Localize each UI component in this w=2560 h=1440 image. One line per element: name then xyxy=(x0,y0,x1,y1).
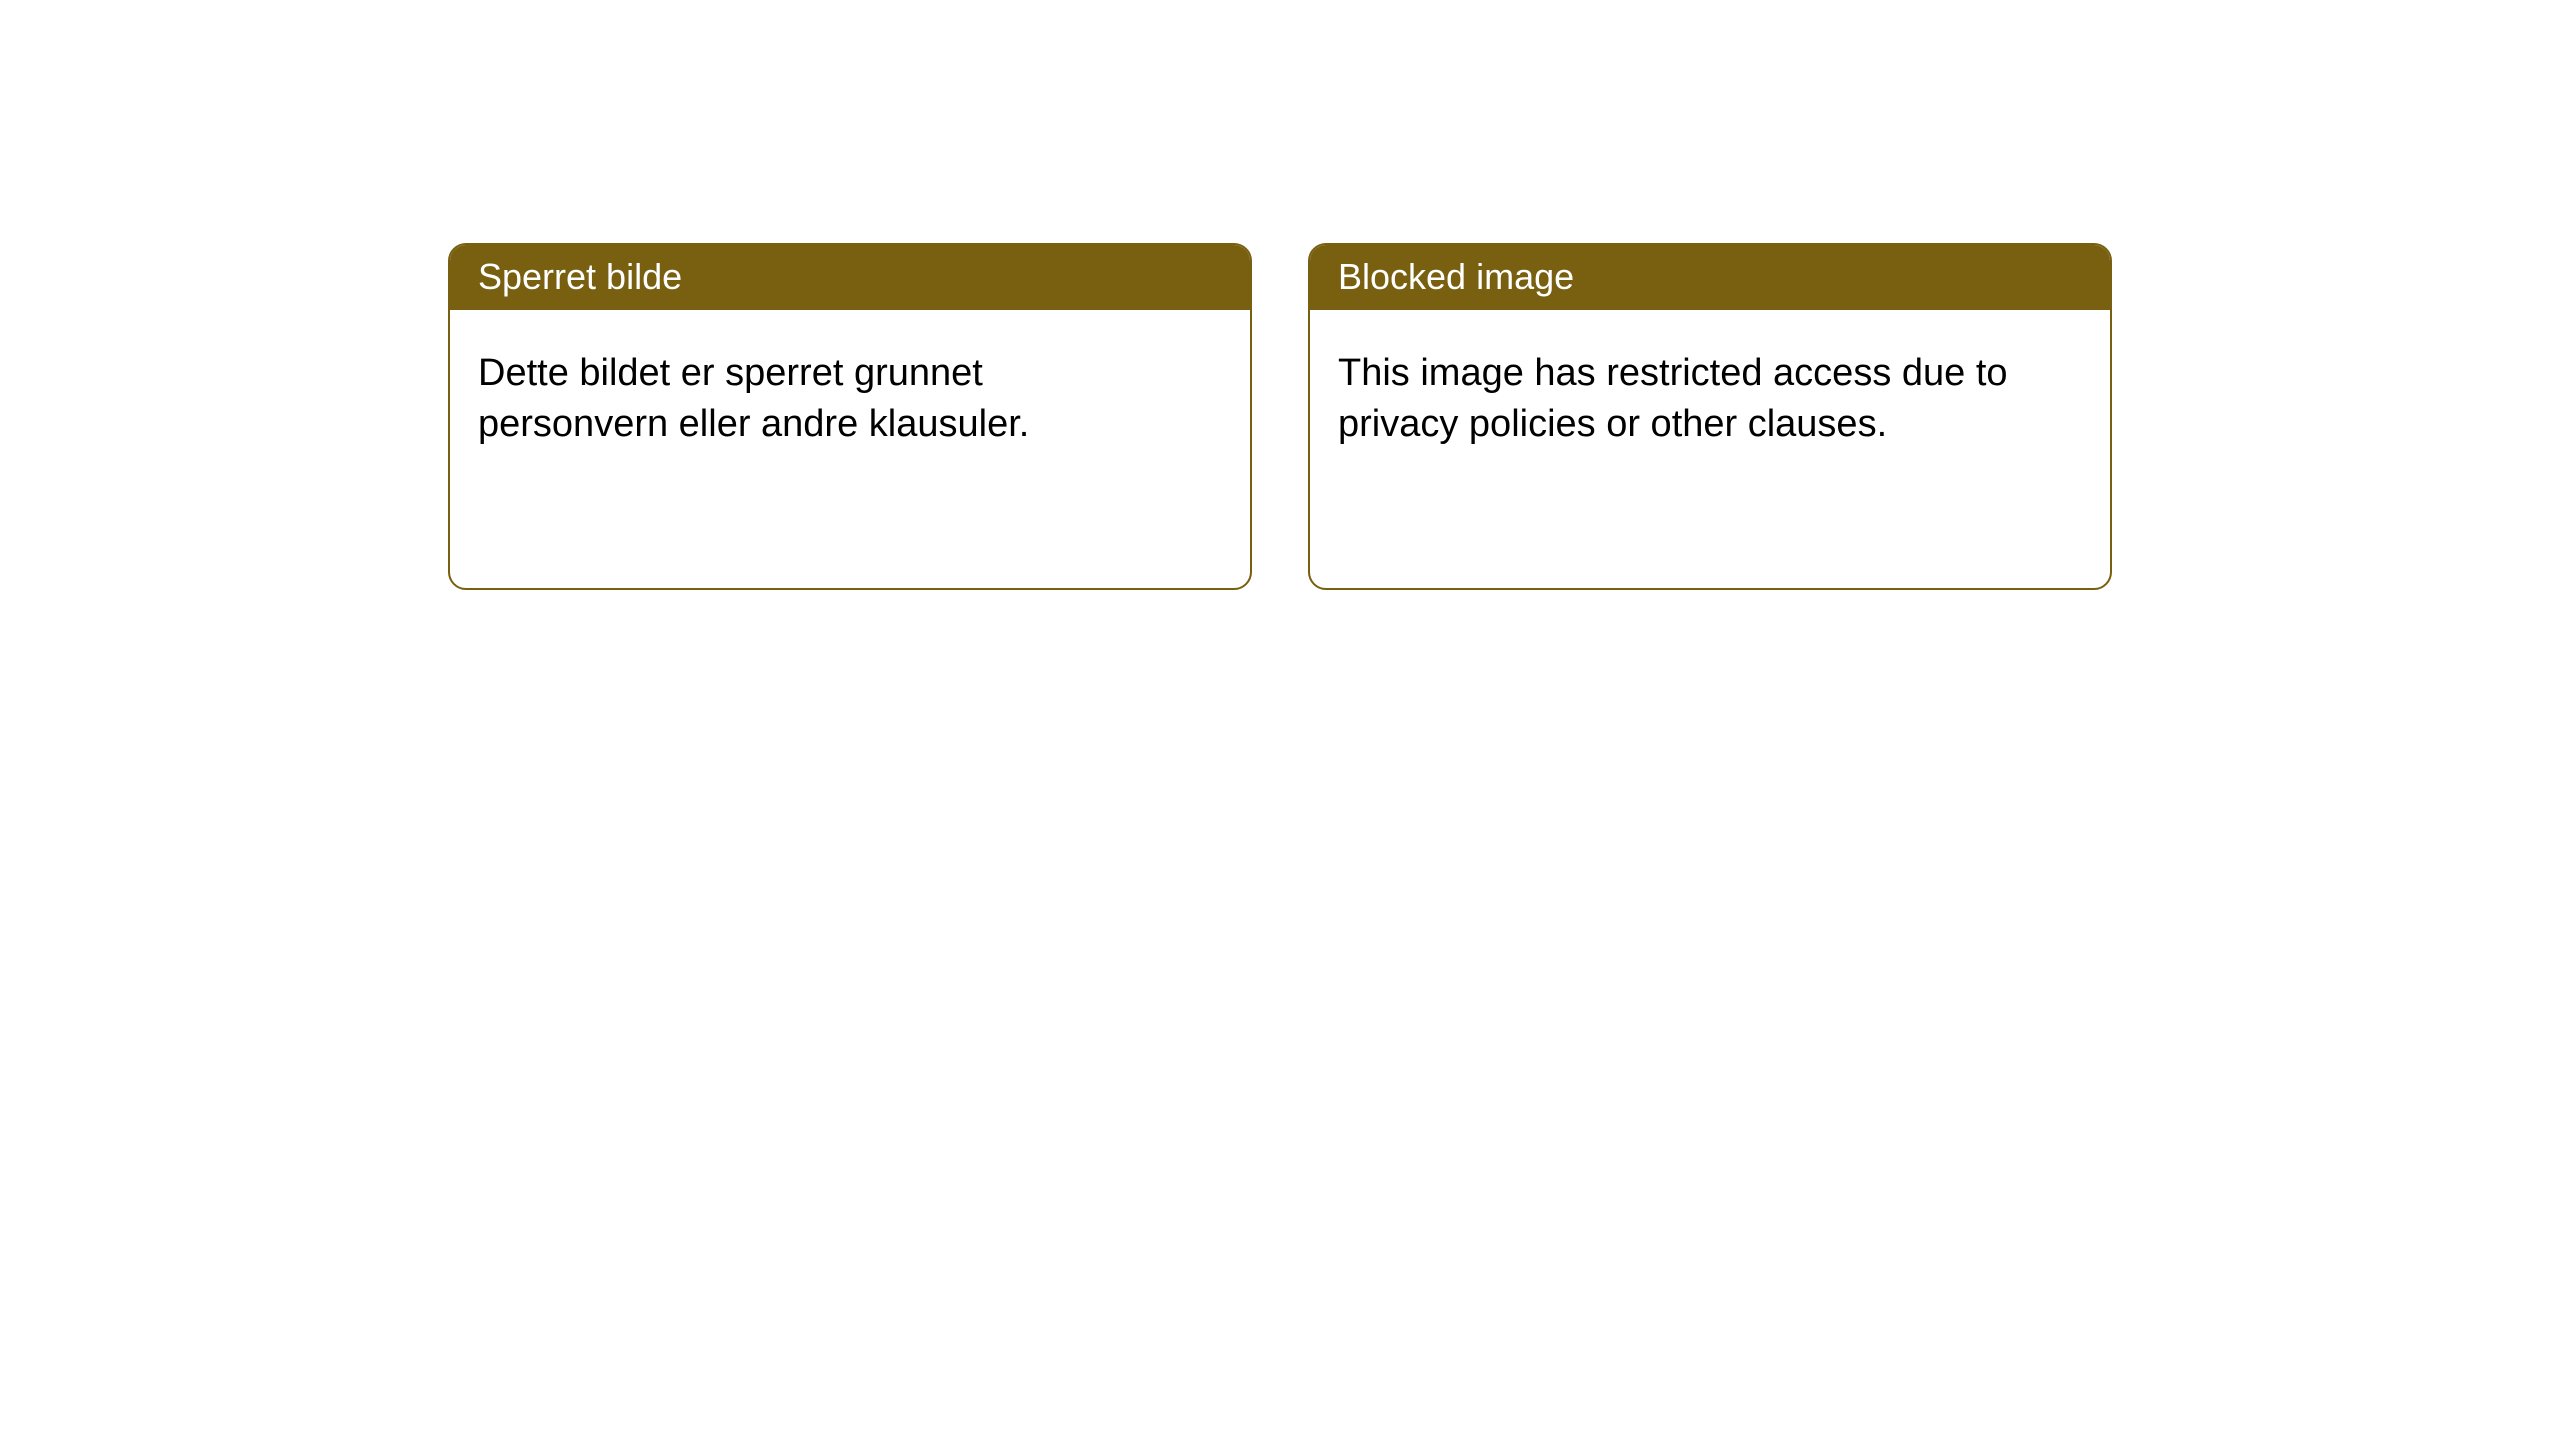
notice-card-english: Blocked image This image has restricted … xyxy=(1308,243,2112,590)
notice-text-english: This image has restricted access due to … xyxy=(1338,348,2038,451)
notice-header-english: Blocked image xyxy=(1310,245,2110,310)
notice-container: Sperret bilde Dette bildet er sperret gr… xyxy=(0,0,2560,590)
notice-card-norwegian: Sperret bilde Dette bildet er sperret gr… xyxy=(448,243,1252,590)
notice-text-norwegian: Dette bildet er sperret grunnet personve… xyxy=(478,348,1178,451)
notice-body-norwegian: Dette bildet er sperret grunnet personve… xyxy=(450,310,1250,588)
notice-header-norwegian: Sperret bilde xyxy=(450,245,1250,310)
notice-body-english: This image has restricted access due to … xyxy=(1310,310,2110,588)
